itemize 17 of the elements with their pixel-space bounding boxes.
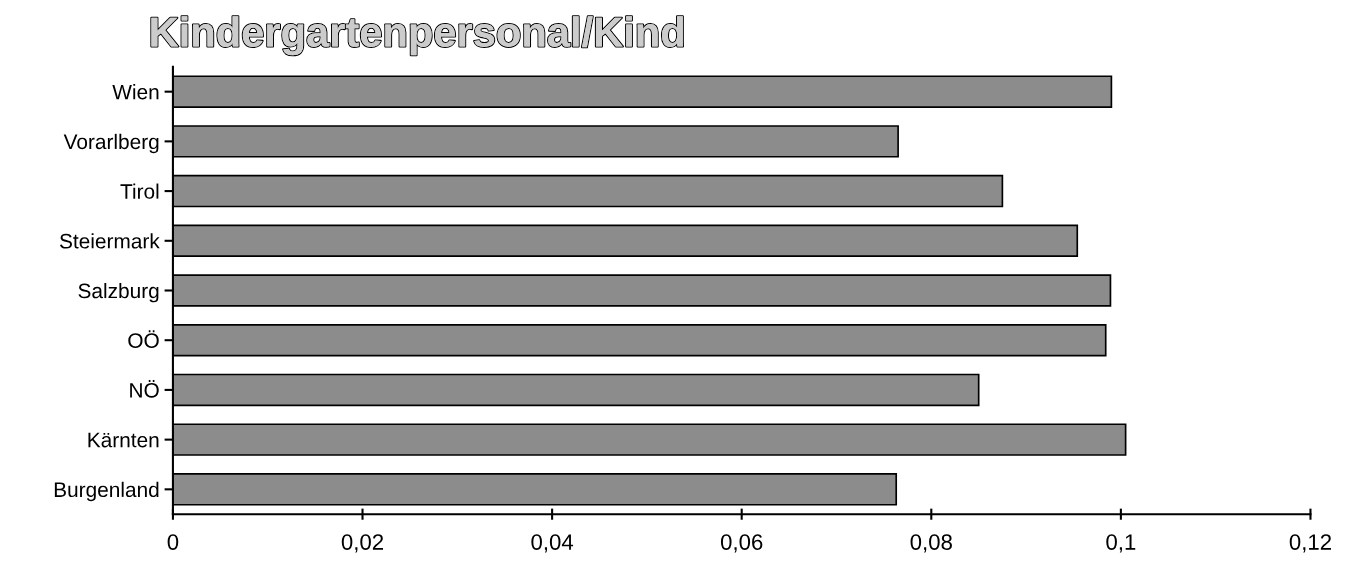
x-tick-label: 0 [167, 534, 179, 550]
y-tick-label: OÖ [128, 330, 159, 348]
x-tick-label: 0,08 [910, 534, 952, 553]
y-tick-label: Kärnten [88, 432, 159, 448]
y-tick-label: Wien [112, 84, 159, 100]
x-tick-label: 0,06 [720, 534, 763, 553]
y-tick-label: Vorarlberg [63, 133, 159, 154]
y-tick-label: NÖ [130, 380, 159, 398]
y-tick-label: Salzburg [78, 282, 159, 303]
y-tick-label: Tirol [120, 183, 159, 199]
y-tick-label: Steiermark [59, 233, 160, 249]
x-tick-label: 0,02 [341, 534, 384, 553]
chart-title: Kindergartenpersonal/Kind [151, 16, 683, 56]
x-tick-label: 0,04 [531, 534, 574, 553]
x-tick-label: 0,1 [1106, 534, 1136, 553]
y-tick-label: Burgenland [54, 481, 159, 502]
x-tick-label: 0,12 [1289, 534, 1331, 553]
